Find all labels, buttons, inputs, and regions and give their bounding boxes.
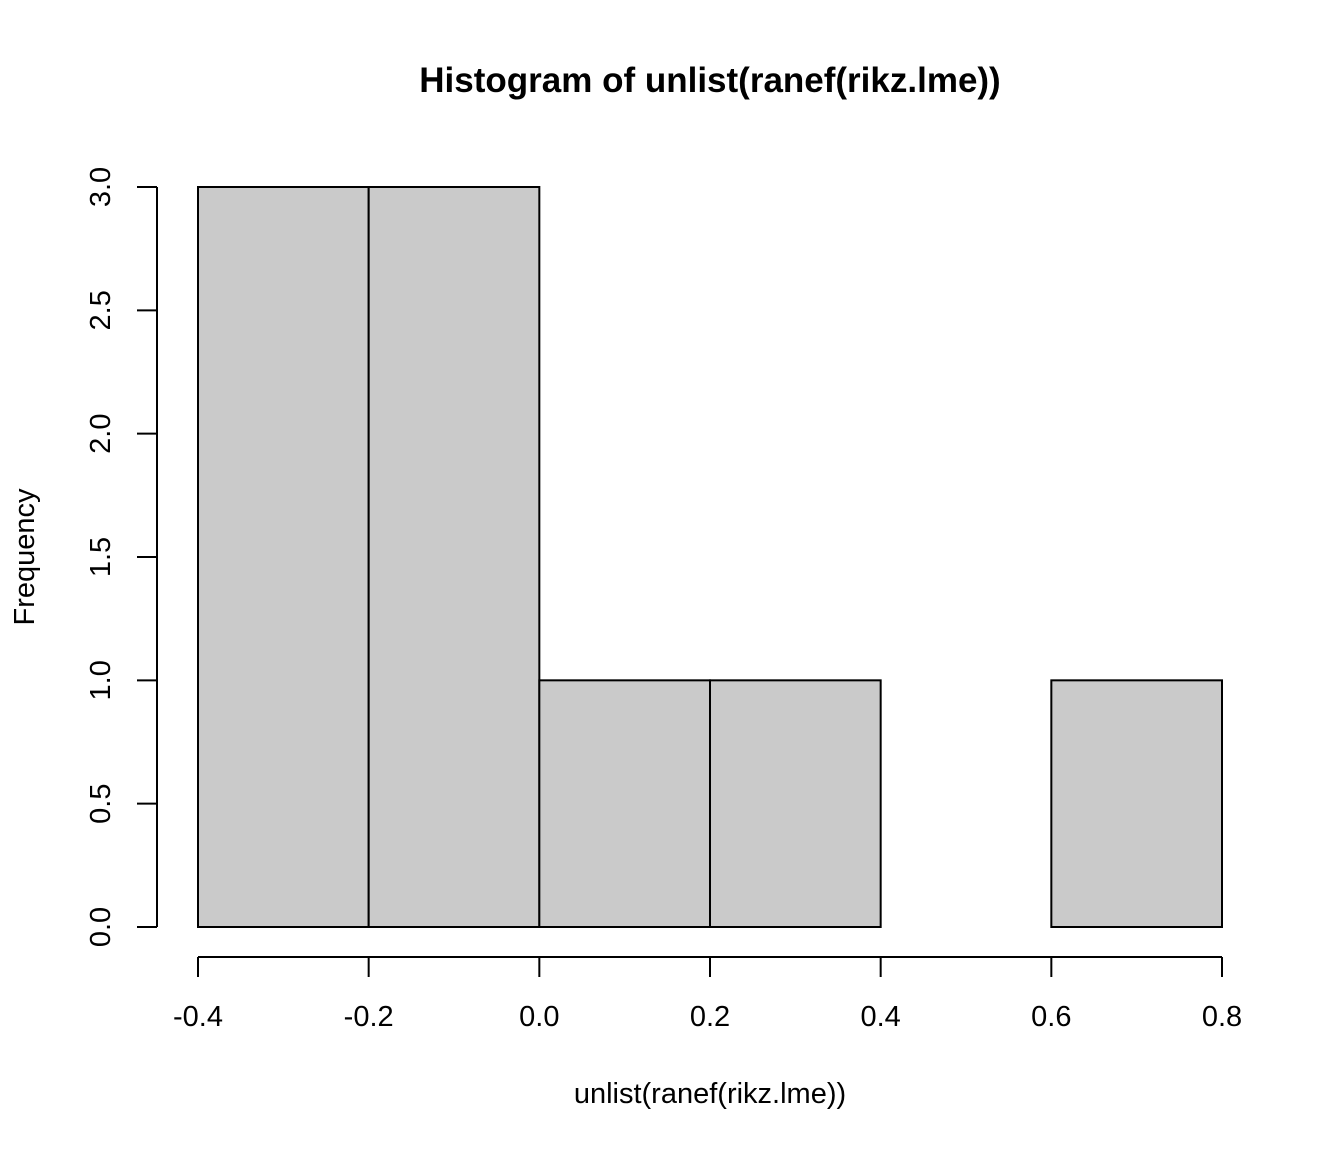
- x-tick-label: 0.6: [1031, 1001, 1071, 1033]
- x-tick-label: 0.8: [1202, 1001, 1242, 1033]
- x-axis: -0.4 -0.2 0.0 0.2 0.4 0.6 0.8: [173, 956, 1242, 1033]
- histogram-bar: [538, 679, 711, 928]
- x-tick-label: 0.2: [690, 1001, 730, 1033]
- y-tick-label: 1.5: [85, 537, 117, 577]
- y-axis-title: Frequency: [9, 488, 41, 626]
- x-tick-label: 0.0: [519, 1001, 559, 1033]
- y-tick-label: 1.0: [85, 660, 117, 700]
- y-axis: 0.0 0.5 1.0 1.5 2.0 2.5 3.0: [85, 167, 158, 947]
- histogram-bar: [197, 186, 370, 928]
- chart-title: Histogram of unlist(ranef(rikz.lme)): [419, 61, 1000, 100]
- histogram-bars: [197, 186, 1224, 928]
- y-tick-label: 3.0: [85, 167, 117, 207]
- x-tick-label: 0.4: [861, 1001, 901, 1033]
- histogram-bar: [709, 679, 882, 928]
- histogram-bar: [367, 186, 541, 928]
- x-axis-title: unlist(ranef(rikz.lme)): [574, 1078, 846, 1110]
- y-tick-label: 2.5: [85, 290, 117, 330]
- y-tick-label: 0.0: [85, 907, 117, 947]
- x-tick-label: -0.4: [173, 1001, 223, 1033]
- x-tick-label: -0.2: [344, 1001, 394, 1033]
- y-tick-label: 0.5: [85, 784, 117, 824]
- y-tick-label: 2.0: [85, 414, 117, 454]
- histogram-bar: [1050, 679, 1224, 928]
